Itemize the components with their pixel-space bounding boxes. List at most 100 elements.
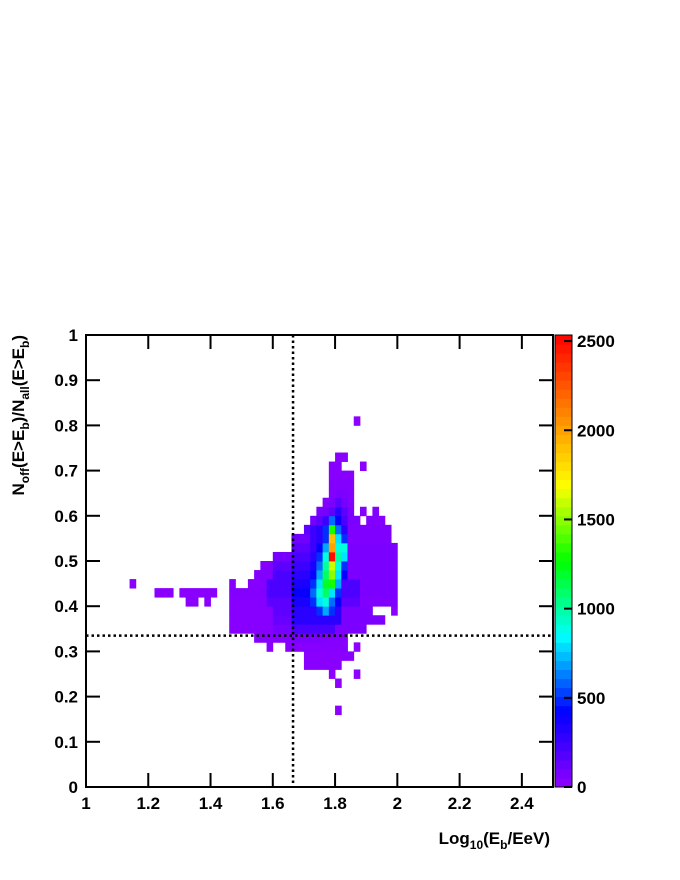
- x-axis-label: Log10(Eb/EeV): [439, 829, 550, 852]
- heat-cell: [310, 615, 317, 625]
- heat-cell: [272, 606, 280, 616]
- heat-cell: [266, 615, 274, 625]
- heat-cell: [366, 579, 373, 589]
- colorbar-step: [555, 705, 572, 716]
- colorbar-step: [555, 389, 572, 399]
- heat-cell: [310, 624, 317, 634]
- heat-cell: [384, 551, 392, 562]
- heat-cell: [353, 597, 361, 607]
- colorbar-step: [555, 561, 572, 571]
- heat-cell: [254, 633, 261, 643]
- heat-cell: [372, 615, 380, 625]
- colorbar-step: [555, 759, 572, 770]
- heat-cell: [191, 588, 199, 598]
- heat-cell: [260, 597, 267, 607]
- heat-cell: [316, 561, 324, 571]
- heat-cell: [316, 606, 324, 616]
- heat-cell: [328, 542, 336, 553]
- heat-cell: [335, 633, 342, 643]
- heat-cell: [310, 597, 317, 607]
- heat-cell: [316, 551, 324, 562]
- heat-cell: [210, 588, 218, 598]
- heat-cell: [316, 642, 324, 652]
- heat-cell: [347, 542, 355, 553]
- colorbar-step: [555, 443, 572, 454]
- heat-cell: [266, 570, 274, 580]
- heat-cell: [285, 606, 292, 616]
- colorbar-step: [555, 353, 572, 363]
- heat-cell: [347, 470, 355, 481]
- heat-cell: [241, 597, 249, 607]
- heat-cell: [303, 579, 311, 589]
- heat-cell: [279, 615, 286, 625]
- heat-cell: [341, 579, 348, 589]
- heat-cell: [310, 642, 317, 652]
- heat-cell: [335, 488, 342, 499]
- heat-cell: [328, 669, 336, 679]
- heat-cell: [241, 606, 249, 616]
- colorbar-step: [555, 380, 572, 390]
- heat-cell: [303, 588, 311, 598]
- heat-cell: [241, 588, 249, 598]
- heat-cell: [279, 597, 286, 607]
- heat-cell: [285, 642, 292, 652]
- heat-cell: [366, 551, 373, 562]
- heat-cell: [347, 561, 355, 571]
- heat-cell: [279, 606, 286, 616]
- x-tick-label: 1.6: [261, 794, 285, 813]
- heat-cell: [272, 570, 280, 580]
- heat-cell: [335, 570, 342, 580]
- heat-cell: [353, 542, 361, 553]
- heat-cell: [229, 606, 236, 616]
- heat-cell: [335, 642, 342, 652]
- heat-cell: [254, 606, 261, 616]
- heat-cell: [372, 588, 380, 598]
- heat-cell: [322, 551, 330, 562]
- heat-cell: [359, 588, 367, 598]
- heat-cell: [279, 570, 286, 580]
- heat-cell: [372, 551, 380, 562]
- heat-cell: [378, 561, 386, 571]
- heat-cell: [341, 515, 348, 526]
- heat-cell: [285, 561, 292, 571]
- heat-cell: [322, 624, 330, 634]
- heat-cell: [347, 570, 355, 580]
- colorbar-step: [555, 732, 572, 743]
- y-tick-label: 0.5: [54, 552, 78, 571]
- heat-cell: [341, 606, 348, 616]
- heat-cell: [341, 470, 348, 481]
- y-tick-label: 0.6: [54, 507, 78, 526]
- heat-cell: [272, 588, 280, 598]
- heat-cell: [378, 524, 386, 535]
- y-axis-label-part: off: [18, 467, 32, 483]
- heat-cell: [297, 633, 305, 643]
- heat-cell: [322, 633, 330, 643]
- heat-cell: [366, 524, 373, 535]
- heat-cell: [328, 515, 336, 526]
- heat-cell: [291, 533, 299, 544]
- heat-cell: [391, 551, 398, 562]
- heat-cell: [378, 570, 386, 580]
- heat-cell: [341, 506, 348, 517]
- colorbar-step: [555, 741, 572, 752]
- heat-cell: [297, 597, 305, 607]
- heat-cell: [359, 606, 367, 616]
- heat-cell: [366, 542, 373, 553]
- colorbar-step: [555, 470, 572, 481]
- y-axis-label-part: ): [9, 335, 28, 341]
- heat-cell: [335, 452, 342, 462]
- heat-cell: [366, 606, 373, 616]
- colorbar-step: [555, 660, 572, 670]
- colorbar-step: [555, 687, 572, 698]
- heat-cell: [328, 570, 336, 580]
- colorbar-step: [555, 551, 572, 562]
- heat-cell: [297, 624, 305, 634]
- heat-cell: [372, 515, 380, 526]
- heat-cell: [291, 597, 299, 607]
- heat-cell: [335, 524, 342, 535]
- heat-cell: [316, 533, 324, 544]
- heat-cell: [335, 497, 342, 508]
- heat-cell: [297, 551, 305, 562]
- colorbar-step: [555, 588, 572, 598]
- heat-cell: [328, 597, 336, 607]
